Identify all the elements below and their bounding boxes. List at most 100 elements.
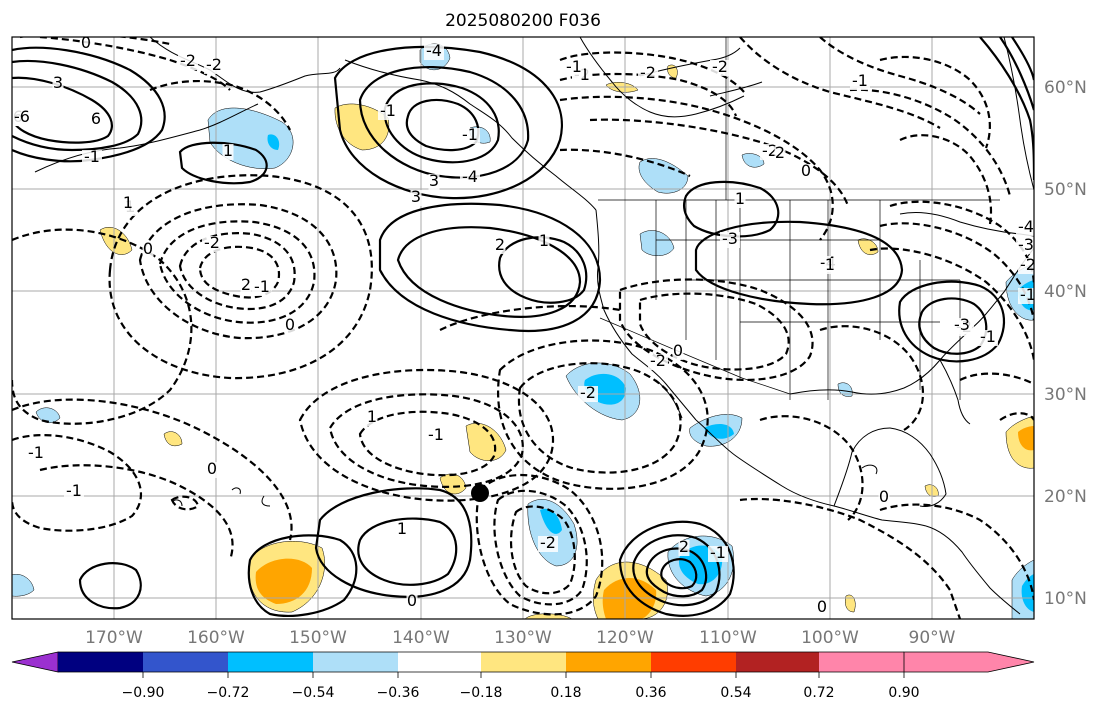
contour-label: -2 bbox=[180, 51, 196, 70]
lat-tick: 50°N bbox=[1044, 180, 1087, 200]
contour-label: 1 bbox=[397, 519, 407, 538]
contour-label: -2 bbox=[762, 141, 778, 160]
colorbar-extend-high bbox=[903, 651, 1035, 673]
map-frame bbox=[11, 36, 1035, 620]
longitude-axis: 170°W 160°W 150°W 140°W 130°W 120°W 110°… bbox=[85, 628, 956, 648]
contour-label: -1 bbox=[380, 101, 396, 120]
contour-label-bg bbox=[178, 54, 198, 70]
contour-label-bg bbox=[850, 74, 870, 90]
colorbar-tick: 0.72 bbox=[803, 685, 834, 701]
contour-label-bg bbox=[1018, 288, 1034, 304]
country-borders bbox=[598, 37, 1000, 400]
contour-label: 1 bbox=[539, 231, 549, 250]
contour-label: 1 bbox=[735, 189, 745, 208]
contour-label: 0 bbox=[673, 341, 683, 360]
contour-label-bg bbox=[82, 150, 102, 166]
lat-tick: 60°N bbox=[1044, 78, 1087, 98]
lon-tick: 100°W bbox=[801, 628, 859, 648]
contour-label: -3 bbox=[1018, 235, 1034, 254]
contour-label-bg bbox=[426, 428, 446, 444]
contour-label-bg bbox=[252, 280, 272, 296]
contour-label-bg bbox=[64, 484, 84, 500]
contour-label: -1 bbox=[254, 277, 270, 296]
contour-label: 2 bbox=[679, 537, 689, 556]
contour-label: 0 bbox=[817, 597, 827, 616]
contour-label-bg bbox=[396, 522, 408, 538]
lon-tick: 150°W bbox=[289, 628, 347, 648]
contour-label-bg bbox=[1016, 238, 1034, 254]
contour-label-bg bbox=[538, 536, 558, 552]
colorbar-segment bbox=[736, 652, 819, 672]
contour-label-bg bbox=[80, 37, 92, 52]
contour-label: 0 bbox=[143, 239, 153, 258]
contour-label: -3 bbox=[954, 315, 970, 334]
contour-label: -2 bbox=[204, 233, 220, 252]
contour-label: 0 bbox=[879, 487, 889, 506]
contour-label: 1 bbox=[223, 141, 233, 160]
contour-label-bg bbox=[366, 410, 378, 426]
lon-tick: 120°W bbox=[596, 628, 654, 648]
contour-label-bg bbox=[424, 44, 444, 60]
contour-label: -1 bbox=[710, 543, 726, 562]
contour-label: 3 bbox=[411, 187, 421, 206]
colorbar-extend-low bbox=[11, 651, 59, 673]
colorbar-segment bbox=[651, 652, 736, 672]
contour-label-bg bbox=[978, 330, 998, 346]
lon-tick: 90°W bbox=[909, 628, 956, 648]
contour-label-bg bbox=[378, 104, 398, 120]
contour-label-bg bbox=[1018, 258, 1034, 274]
contour-label: 0 bbox=[407, 591, 417, 610]
contour-label: 1 bbox=[123, 193, 133, 212]
contour-label-bg bbox=[720, 232, 740, 248]
contour-label-bg bbox=[12, 110, 32, 126]
contour-label-bg bbox=[800, 164, 812, 180]
latitude-axis: 60°N 50°N 40°N 30°N 20°N 10°N bbox=[1044, 78, 1087, 609]
contour-labels: 0-2-236-111-4-1-1-66-43321-20-101-3-42-2… bbox=[12, 33, 1036, 616]
contour-label: 0 bbox=[81, 33, 91, 52]
colorbar-tick: −0.18 bbox=[460, 685, 503, 701]
colorbar-segment bbox=[566, 652, 651, 672]
contour-label: -2 bbox=[580, 383, 596, 402]
contour-label-bg bbox=[816, 600, 828, 616]
contour-label: -3 bbox=[722, 229, 738, 248]
contour-label-bg bbox=[410, 190, 422, 206]
colorbar-segment bbox=[313, 652, 398, 672]
storm-position-marker bbox=[471, 484, 489, 502]
contour-label: -1 bbox=[852, 71, 868, 90]
lon-tick: 170°W bbox=[85, 628, 143, 648]
contour-label-bg bbox=[1016, 220, 1034, 236]
contour-label: -4 bbox=[462, 167, 478, 186]
contour-label-bg bbox=[122, 196, 134, 212]
lat-tick: 30°N bbox=[1044, 385, 1087, 405]
contour-label: 6 bbox=[91, 109, 101, 128]
contour-label: 2 bbox=[241, 275, 251, 294]
colorbar-segment bbox=[58, 652, 143, 672]
contour-label-bg bbox=[710, 60, 730, 76]
colorbar-tick: 0.54 bbox=[720, 685, 751, 701]
contour-label: -1 bbox=[428, 425, 444, 444]
lon-tick: 140°W bbox=[392, 628, 450, 648]
contour-label-bg bbox=[952, 318, 972, 334]
contour-label: -2 bbox=[650, 351, 666, 370]
negative-contours bbox=[12, 37, 1034, 619]
contour-label-bg bbox=[878, 490, 890, 506]
contour-label: -2 bbox=[712, 57, 728, 76]
colorbar-tick: 0.90 bbox=[888, 685, 919, 701]
contour-label-bg bbox=[648, 354, 668, 370]
colorbar-tick: 0.18 bbox=[550, 685, 581, 701]
contour-label: 3 bbox=[53, 73, 63, 92]
colorbar: −0.90 −0.72 −0.54 −0.36 −0.18 0.18 0.36 … bbox=[11, 651, 1035, 701]
contour-label-bg bbox=[202, 236, 222, 252]
lon-tick: 160°W bbox=[187, 628, 245, 648]
contour-label: 2 bbox=[775, 143, 785, 162]
contour-label-bg bbox=[678, 540, 690, 556]
contour-label: 3 bbox=[429, 171, 439, 190]
map-title: 2025080200 F036 bbox=[445, 11, 601, 31]
contour-label: -2 bbox=[206, 55, 222, 74]
contour-label-bg bbox=[672, 344, 684, 360]
lat-tick: 40°N bbox=[1044, 282, 1087, 302]
contour-label: -2 bbox=[1020, 255, 1036, 274]
contour-label: -6 bbox=[14, 107, 30, 126]
contour-label: 1 bbox=[367, 407, 377, 426]
